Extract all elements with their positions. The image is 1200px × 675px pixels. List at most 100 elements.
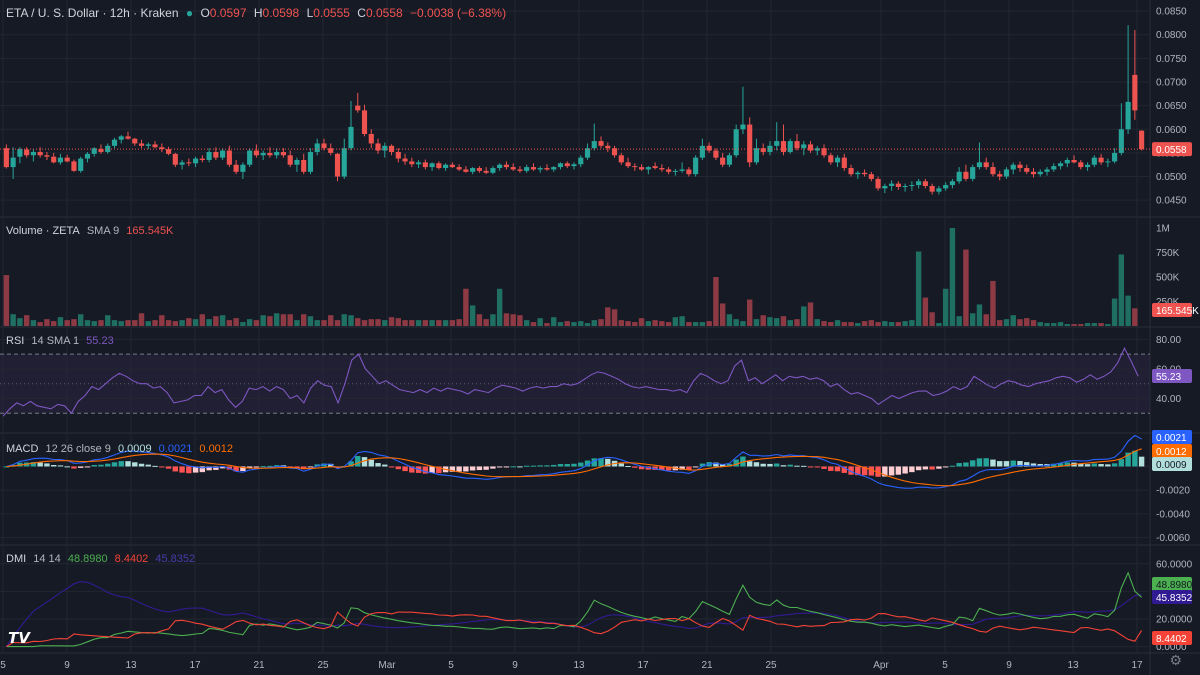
candle-body — [780, 141, 787, 152]
candle-body — [328, 148, 334, 153]
candle-body — [564, 163, 570, 167]
dmi-plus-label-bg — [1152, 577, 1192, 591]
volume-bar — [767, 317, 773, 326]
candle-body — [443, 164, 449, 169]
volume-tick-label: 250K — [1156, 297, 1180, 308]
macd-histogram-bar — [949, 465, 956, 467]
volume-bar — [990, 280, 996, 326]
volume-bar — [98, 320, 104, 326]
macd-histogram-bar — [584, 460, 591, 467]
macd-histogram-bar — [388, 466, 395, 468]
macd-legend[interactable]: MACD 12 26 close 9 0.0009 0.0021 0.0012 — [6, 443, 234, 455]
macd-histogram-bar — [517, 466, 523, 468]
candle-body — [686, 169, 692, 175]
candle-body — [1003, 169, 1010, 177]
candle-body — [152, 144, 158, 148]
volume-bar — [246, 319, 253, 326]
volume-bar — [882, 321, 888, 326]
macd-histogram-bar — [1098, 464, 1104, 467]
volume-legend[interactable]: Volume · ZETA SMA 9 165.545K — [6, 225, 174, 237]
volume-bar — [1051, 323, 1057, 326]
macd-histogram-bar — [557, 464, 564, 467]
candle-body — [976, 162, 983, 168]
macd-histogram-bar — [30, 462, 37, 467]
y-tick-label: 0.0800 — [1156, 30, 1187, 41]
volume-bar — [1024, 318, 1030, 326]
macd-histogram-bar — [496, 466, 503, 468]
volume-bar — [328, 315, 334, 326]
macd-histogram-bar — [760, 463, 766, 467]
candle-body — [794, 141, 800, 149]
tradingview-logo-icon[interactable]: 𝙏𝙑 — [8, 630, 30, 647]
volume-bar — [456, 319, 462, 326]
macd-histogram-bar — [537, 465, 543, 467]
macd-histogram-bar — [551, 464, 557, 467]
macd-histogram-bar — [213, 466, 219, 470]
candle-body — [1010, 164, 1016, 170]
candle-body — [382, 145, 388, 151]
macd-histogram-bar — [969, 460, 976, 467]
volume-bar — [50, 321, 57, 326]
macd-histogram-bar — [753, 462, 760, 467]
macd-histogram-bar — [523, 465, 530, 467]
volume-bar — [801, 306, 807, 326]
candle-body — [3, 148, 9, 168]
y-tick-label: 0.0000 — [1156, 642, 1187, 653]
volume-bar — [733, 319, 739, 326]
volume-bar — [226, 320, 233, 326]
candle-body — [388, 145, 395, 152]
candle-body — [159, 147, 165, 150]
volume-bar — [118, 321, 124, 326]
y-tick-label: 0.0750 — [1156, 54, 1187, 65]
candle-body — [395, 151, 401, 159]
candle-body — [1098, 157, 1104, 163]
candle-body — [111, 139, 118, 146]
macd-histogram-bar — [321, 463, 327, 467]
candle-body — [287, 155, 293, 165]
symbol-title[interactable]: ETA / U. S. Dollar · 12h · Kraken — [6, 6, 179, 20]
dmi-legend[interactable]: DMI 14 14 48.8980 8.4402 45.8352 — [6, 553, 196, 565]
rsi-legend[interactable]: RSI 14 SMA 1 55.23 — [6, 335, 114, 347]
macd-hist-value: 0.0009 — [117, 443, 152, 455]
volume-bar — [618, 320, 625, 326]
candle-body — [172, 153, 178, 165]
volume-bar — [746, 299, 753, 326]
rsi-value: 55.23 — [86, 335, 114, 347]
macd-histogram-bar — [449, 466, 456, 472]
macd-histogram-bar — [37, 462, 43, 467]
volume-bar — [740, 321, 746, 326]
candle-body — [949, 181, 955, 186]
macd-histogram-bar — [997, 461, 1003, 467]
macd-histogram-bar — [787, 464, 793, 467]
macd-histogram-bar — [476, 466, 483, 471]
macd-histogram-bar — [713, 462, 719, 467]
macd-histogram-bar — [882, 466, 888, 477]
volume-bar — [956, 316, 962, 326]
candle-body — [17, 149, 23, 157]
macd-signal-label-bg — [1152, 444, 1192, 458]
macd-histogram-bar — [240, 466, 246, 472]
macd-histogram-bar — [1084, 464, 1091, 467]
macd-histogram-bar — [1010, 460, 1016, 467]
x-tick-label: 17 — [637, 660, 649, 671]
candle-body — [91, 148, 97, 154]
settings-gear-icon[interactable]: ⚙ — [1169, 652, 1182, 668]
macd-histogram-bar — [679, 466, 685, 470]
candle-body — [341, 148, 347, 177]
candle-body — [220, 150, 226, 158]
macd-histogram-bar — [1105, 464, 1111, 467]
volume-bar — [632, 322, 638, 326]
macd-histogram-bar — [348, 461, 354, 467]
volume-bar — [37, 322, 43, 326]
macd-histogram-bar — [368, 459, 374, 467]
volume-bar — [625, 321, 631, 326]
volume-bar — [544, 323, 550, 326]
candle-body — [605, 145, 611, 149]
candle-body — [51, 156, 57, 163]
volume-bar — [915, 251, 922, 326]
candle-body — [889, 183, 895, 186]
macd-histogram-bar — [571, 463, 577, 467]
macd-histogram-bar — [618, 463, 625, 467]
volume-bar — [1098, 323, 1104, 326]
